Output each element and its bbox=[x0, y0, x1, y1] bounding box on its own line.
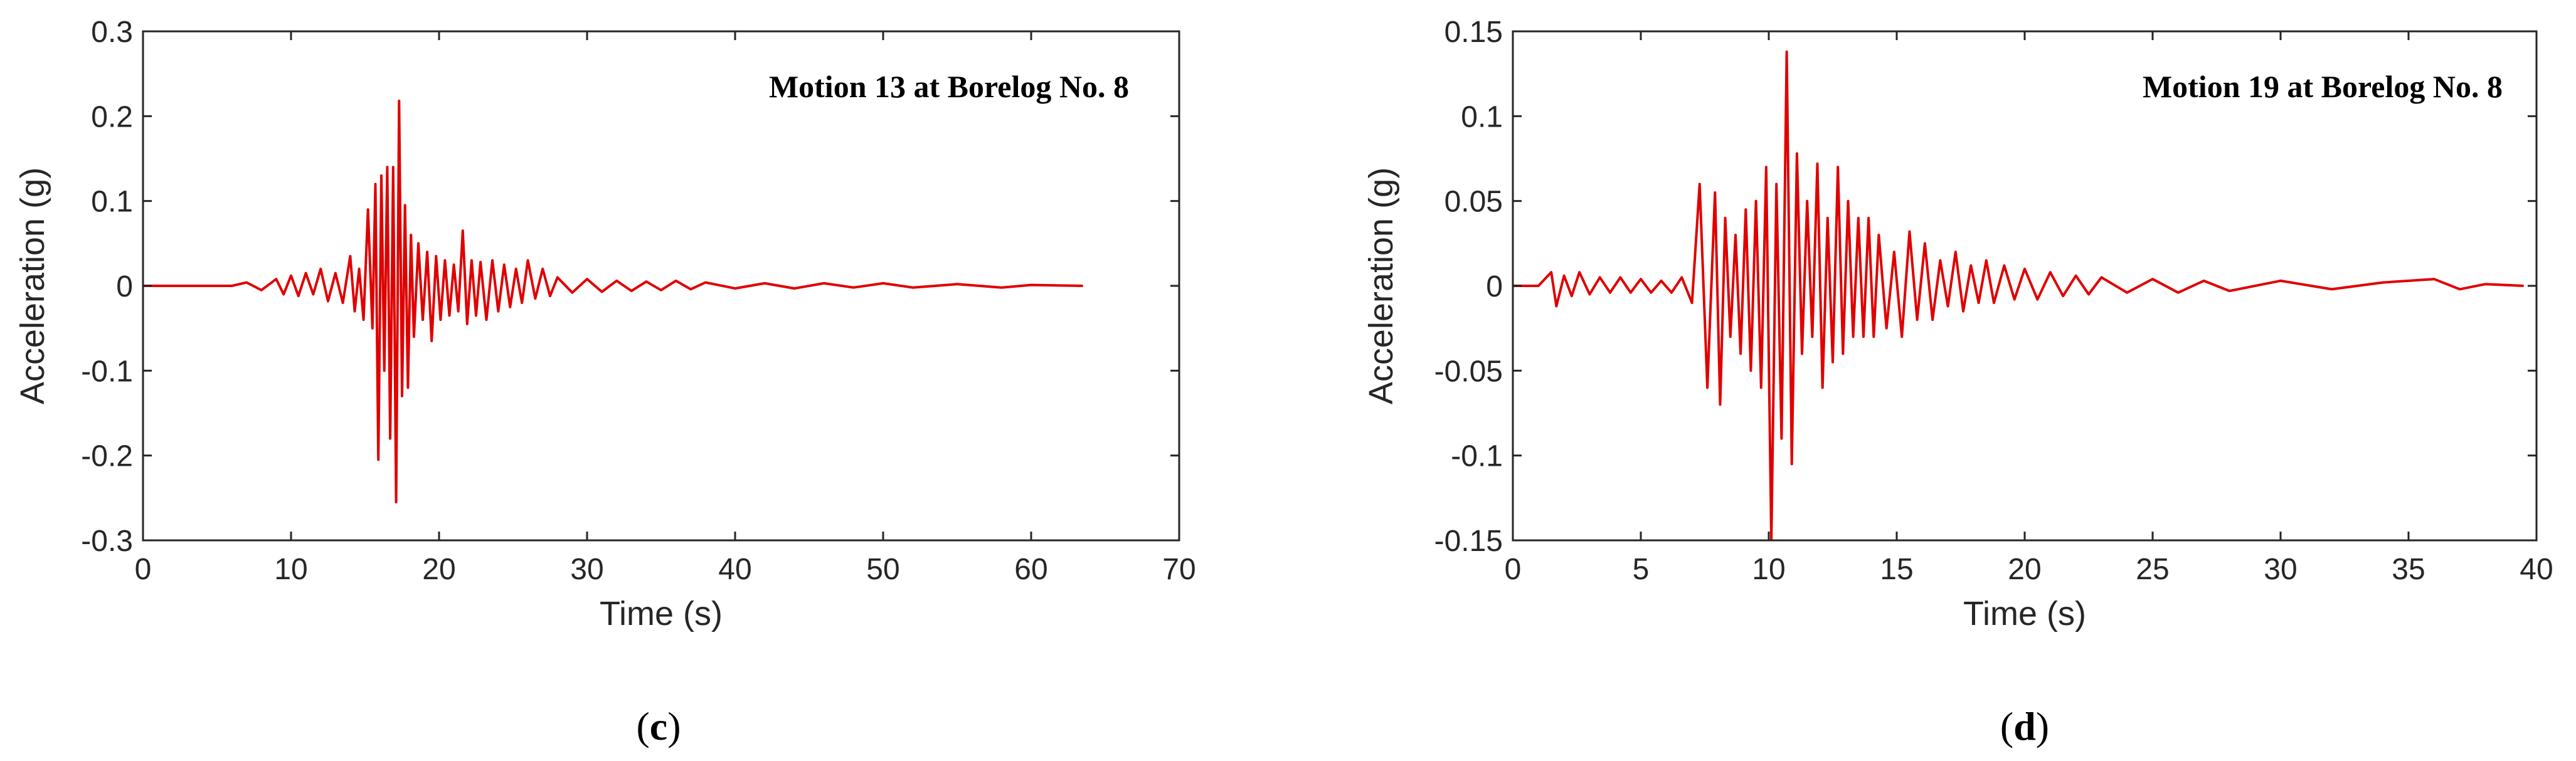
acceleration-trace-d bbox=[1513, 50, 2524, 540]
x-tick-label-d: 25 bbox=[2136, 553, 2169, 586]
x-tick-label-d: 5 bbox=[1633, 553, 1650, 586]
panel-letter-c: c bbox=[650, 704, 667, 748]
panel-letter-d: d bbox=[2013, 704, 2036, 748]
x-tick-label-d: 15 bbox=[1880, 553, 1913, 586]
y-tick-label-c: -0.3 bbox=[81, 525, 133, 558]
annotation-c: Motion 13 at Borelog No. 8 bbox=[769, 69, 1129, 104]
x-tick-label-c: 50 bbox=[866, 553, 899, 586]
y-tick-label-d: 0.05 bbox=[1444, 186, 1503, 219]
x-tick-label-c: 0 bbox=[135, 553, 152, 586]
y-tick-label-d: -0.15 bbox=[1434, 525, 1503, 558]
x-tick-label-d: 40 bbox=[2520, 553, 2553, 586]
y-tick-label-c: 0.2 bbox=[91, 100, 133, 134]
y-tick-label-d: 0.1 bbox=[1461, 100, 1503, 134]
y-tick-label-c: 0.1 bbox=[91, 186, 133, 219]
y-tick-label-d: 0 bbox=[1486, 270, 1503, 303]
annotation-d: Motion 19 at Borelog No. 8 bbox=[2143, 69, 2503, 104]
chart-panel-c: 0 10 20 30 40 50 60 70 -0.3 -0.2 -0.1 0 0.1 0.2 0.3 Mo… bbox=[14, 16, 1196, 748]
y-tick-label-c: -0.1 bbox=[81, 355, 133, 388]
y-axis-label-c: Acceleration (g) bbox=[14, 167, 51, 404]
ticks-c: 0 10 20 30 40 50 60 70 -0.3 -0.2 -0.1 0 0.1 0.2 0.3 bbox=[81, 16, 1195, 586]
y-tick-label-d: -0.05 bbox=[1434, 355, 1503, 388]
y-tick-label-c: 0.3 bbox=[91, 16, 133, 49]
x-axis-label-d: Time (s) bbox=[1963, 595, 2086, 632]
x-tick-label-c: 10 bbox=[274, 553, 307, 586]
x-tick-label-d: 0 bbox=[1505, 553, 1522, 586]
x-tick-label-c: 60 bbox=[1014, 553, 1047, 586]
x-tick-label-d: 35 bbox=[2392, 553, 2425, 586]
y-tick-label-d: 0.15 bbox=[1444, 16, 1503, 49]
y-tick-label-c: -0.2 bbox=[81, 440, 133, 473]
x-tick-label-d: 10 bbox=[1752, 553, 1785, 586]
x-axis-label-c: Time (s) bbox=[600, 595, 723, 632]
acceleration-trace-c bbox=[143, 100, 1083, 504]
x-tick-label-c: 30 bbox=[570, 553, 603, 586]
x-tick-label-c: 70 bbox=[1162, 553, 1195, 586]
ticks-d: 0 5 10 15 20 25 30 35 40 -0.15 -0.1 -0.05 0 0.05 0.1 0.… bbox=[1434, 16, 2553, 586]
trace-layer-c bbox=[143, 100, 1083, 504]
y-axis-label-d: Acceleration (g) bbox=[1362, 167, 1400, 404]
panel-label-d: (d) bbox=[2000, 704, 2049, 748]
x-tick-label-d: 20 bbox=[2008, 553, 2041, 586]
x-tick-label-c: 20 bbox=[422, 553, 455, 586]
chart-panel-d: 0 5 10 15 20 25 30 35 40 -0.15 -0.1 -0.05 0 0.05 0.1 0.… bbox=[1362, 16, 2553, 748]
y-tick-label-d: -0.1 bbox=[1451, 440, 1503, 473]
x-tick-label-d: 30 bbox=[2264, 553, 2297, 586]
y-tick-label-c: 0 bbox=[116, 270, 133, 303]
panel-label-c: (c) bbox=[636, 704, 681, 748]
trace-layer-d bbox=[1513, 50, 2524, 540]
x-tick-label-c: 40 bbox=[718, 553, 751, 586]
